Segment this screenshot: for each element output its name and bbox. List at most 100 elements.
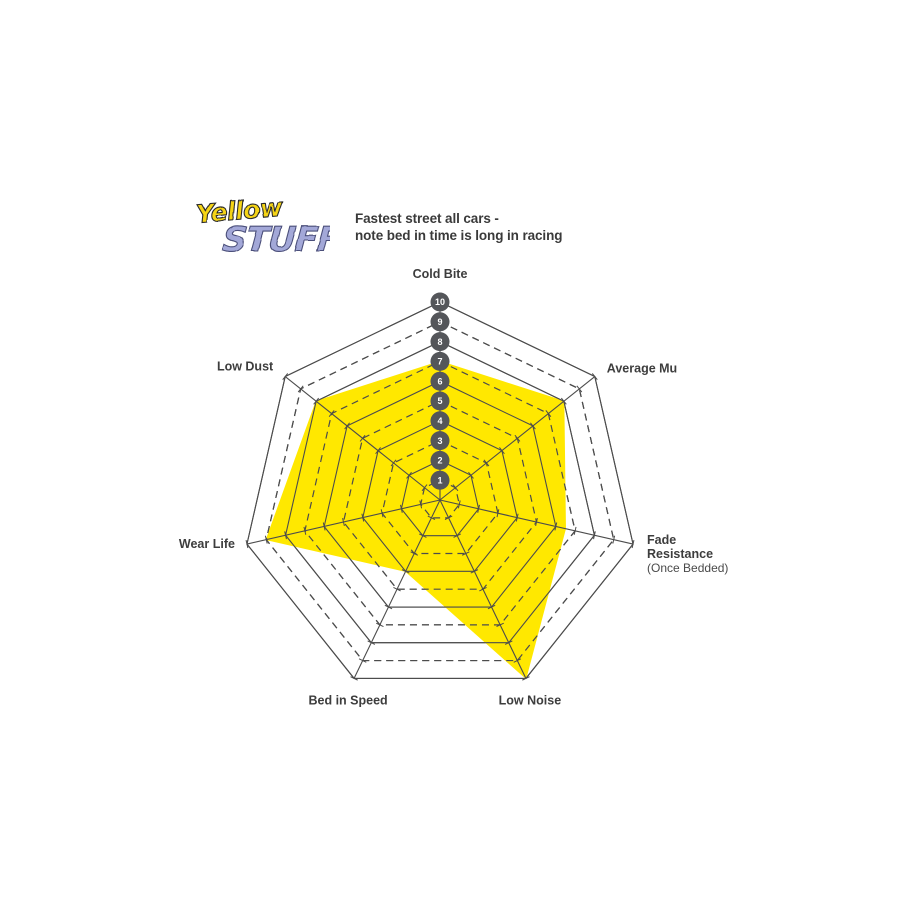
axis-label-2-line-0: Fade xyxy=(647,533,676,547)
grid-ring-over-3 xyxy=(381,439,499,555)
axis-tick-1-3 xyxy=(483,459,490,467)
scale-badge-circle-9 xyxy=(430,312,450,332)
scale-badge-6: 6 xyxy=(430,371,450,391)
scale-badge-label-10: 10 xyxy=(435,297,445,307)
axis-tick-3-8 xyxy=(504,640,513,645)
axis-tick-1-6 xyxy=(529,422,536,430)
axis-tick-2-1 xyxy=(457,500,461,509)
scale-badge-4: 4 xyxy=(430,411,450,431)
scale-badge-9: 9 xyxy=(430,312,450,332)
axis-tick-2-8 xyxy=(593,531,596,540)
scale-badge-circle-10 xyxy=(430,292,450,312)
axis-tick-5-4 xyxy=(361,513,365,522)
axis-tick-3-1 xyxy=(444,515,453,521)
axis-tick-1-4 xyxy=(499,447,505,455)
headline: Fastest street all cars - note bed in ti… xyxy=(355,210,605,244)
grid-ring-over-1 xyxy=(420,479,460,519)
scale-badge-circle-8 xyxy=(430,332,450,352)
scale-badge-3: 3 xyxy=(430,431,450,451)
axis-tick-4-1 xyxy=(427,515,436,521)
grid-ring-over-10 xyxy=(246,301,634,679)
axis-tick-5-10 xyxy=(245,540,249,549)
axis-tick-3-3 xyxy=(461,551,470,556)
axis-tick-5-7 xyxy=(303,526,307,535)
axis-label-group-6: Low Dust xyxy=(217,360,274,374)
scale-badge-label-9: 9 xyxy=(437,317,442,327)
scale-badge-circle-2 xyxy=(430,450,450,470)
headline-line-1: Fastest street all cars - xyxy=(355,211,499,226)
headline-line-2: note bed in time is long in racing xyxy=(355,228,563,243)
axis-tick-2-9 xyxy=(612,535,616,544)
grid-ring-over-7 xyxy=(304,360,576,626)
axis-tick-6-4 xyxy=(375,447,381,455)
axis-tick-3-6 xyxy=(487,604,496,610)
scale-badge-circle-7 xyxy=(430,351,450,371)
axis-tick-3-4 xyxy=(470,569,479,574)
axis-tick-4-10 xyxy=(350,676,358,681)
axis-tick-1-8 xyxy=(560,397,567,405)
axis-tick-4-2 xyxy=(418,533,427,538)
scale-badges: 10 9 8 7 6 5 4 3 2 1 xyxy=(430,292,450,490)
scale-badge-circle-6 xyxy=(430,371,450,391)
scale-badge-1: 1 xyxy=(430,470,450,490)
grid-ring-over-4 xyxy=(362,420,518,572)
svg-text:Yellow: Yellow xyxy=(195,193,285,229)
scale-badge-10: 10 xyxy=(430,292,450,312)
axis-tick-1-1 xyxy=(452,484,459,492)
scale-badge-2: 2 xyxy=(430,450,450,470)
axis-tick-2-7 xyxy=(573,526,577,535)
scale-badge-circle-5 xyxy=(430,391,450,411)
axis-tick-2-2 xyxy=(477,504,480,513)
axis-tick-2-6 xyxy=(554,522,558,531)
axis-tick-4-8 xyxy=(367,640,376,645)
radar-chart-svg: 10 9 8 7 6 5 4 3 2 1 Cold Bite Average Mu FadeResis… xyxy=(179,267,729,707)
axis-tick-2-4 xyxy=(515,513,519,522)
yellowstuff-logo: STUFF Yellow xyxy=(194,193,330,261)
axis-tick-3-10 xyxy=(522,676,530,681)
axis-tick-4-9 xyxy=(358,658,367,663)
svg-text:STUFF: STUFF xyxy=(221,220,330,260)
axis-tick-6-7 xyxy=(328,410,335,418)
axis-tick-2-5 xyxy=(535,518,538,527)
axis-tick-1-9 xyxy=(576,385,583,393)
axis-tick-6-2 xyxy=(406,471,412,479)
axis-tick-4-4 xyxy=(401,569,410,574)
axis-tick-5-6 xyxy=(322,522,326,531)
axis-tick-6-1 xyxy=(421,484,428,492)
scale-badge-circle-4 xyxy=(430,411,450,431)
axis-tick-1-5 xyxy=(514,434,521,442)
series-area-0 xyxy=(265,360,566,680)
scale-badge-circle-1 xyxy=(430,470,450,490)
axis-tick-6-9 xyxy=(297,385,304,393)
scale-badge-8: 8 xyxy=(430,332,450,352)
scale-badge-5: 5 xyxy=(430,391,450,411)
axis-tick-5-2 xyxy=(400,504,403,513)
scale-badge-label-3: 3 xyxy=(437,436,442,446)
axis-label-4: Bed in Speed xyxy=(308,693,387,707)
axis-tick-5-1 xyxy=(419,500,423,509)
scale-badge-circle-3 xyxy=(430,431,450,451)
radar-chart: 10 9 8 7 6 5 4 3 2 1 Cold Bite Average Mu Fade Resis… xyxy=(150,260,770,710)
axis-tick-1-2 xyxy=(468,471,474,479)
axis-label-group-5: Wear Life xyxy=(179,537,235,551)
axis-sublabel-2: (Once Bedded) xyxy=(647,561,728,575)
axis-label-3: Low Noise xyxy=(499,693,562,707)
axis-tick-6-3 xyxy=(390,459,397,467)
axis-tick-4-7 xyxy=(376,622,384,628)
axis-tick-2-10 xyxy=(631,540,635,549)
grid-ring-over-8 xyxy=(284,340,596,644)
scale-badge-label-2: 2 xyxy=(437,456,442,466)
axis-label-group-3: Low Noise xyxy=(499,693,562,707)
axis-tick-6-6 xyxy=(344,422,351,430)
scale-ticks xyxy=(245,373,635,681)
axis-tick-4-3 xyxy=(410,551,419,556)
axis-label-group-0: Cold Bite xyxy=(413,267,468,281)
scale-badge-label-8: 8 xyxy=(437,337,442,347)
header-block: STUFF Yellow Fastest street all cars - n… xyxy=(190,193,610,263)
axis-tick-2-3 xyxy=(496,509,500,518)
axis-label-group-1: Average Mu xyxy=(607,362,677,376)
axis-tick-3-9 xyxy=(513,658,522,663)
